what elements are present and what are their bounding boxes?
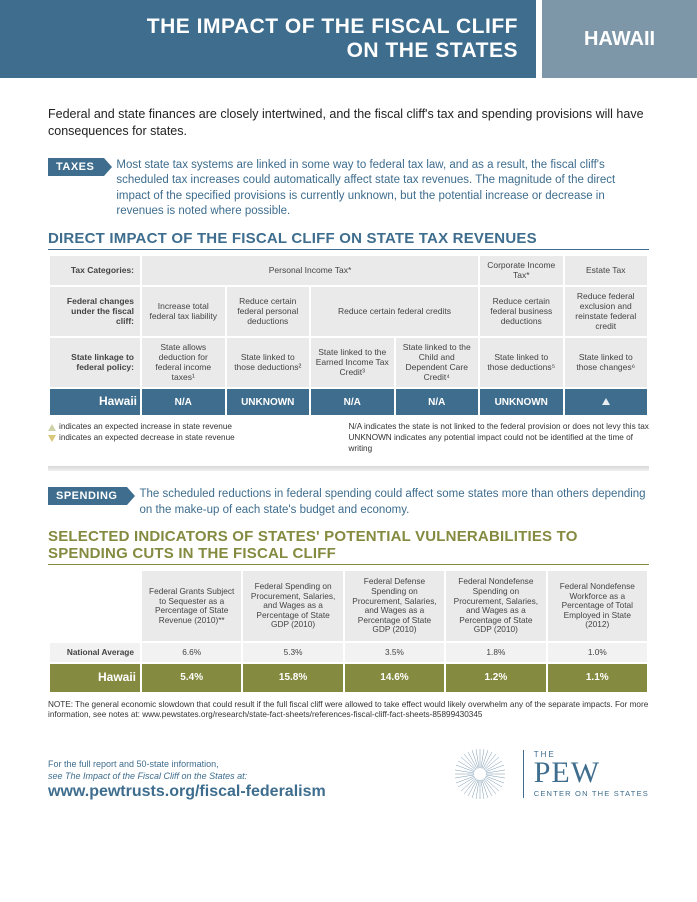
h-1: Federal Spending on Procurement, Salarie… [243, 571, 342, 640]
nat-label: National Average [50, 643, 140, 663]
table-row: Federal changes under the fiscal cliff: … [50, 287, 647, 336]
h-4: Federal Nondefense Workforce as a Percen… [548, 571, 647, 640]
triangle-down-icon [48, 435, 56, 442]
legend-right: N/A indicates the state is not linked to… [349, 421, 650, 454]
fc-4: Reduce federal exclusion and reinstate f… [565, 287, 648, 336]
footer: For the full report and 50-state informa… [0, 747, 697, 801]
fc-0: Increase total federal tax liability [142, 287, 225, 336]
sl-1: State linked to those deductions² [227, 338, 310, 387]
table-row: Tax Categories: Personal Income Tax* Cor… [50, 256, 647, 286]
h-0: Federal Grants Subject to Sequester as a… [142, 571, 241, 640]
sl-5: State linked to those changes⁶ [565, 338, 648, 387]
taxes-row: TAXES Most state tax systems are linked … [48, 158, 649, 220]
taxes-text: Most state tax systems are linked in som… [116, 158, 649, 220]
title-line2: ON THE STATES [347, 39, 518, 63]
row-label: State linkage to federal policy: [50, 338, 140, 387]
footer-url: www.pewtrusts.org/fiscal-federalism [48, 783, 326, 801]
fc-2: Reduce certain federal credits [311, 287, 478, 336]
spending-text: The scheduled reductions in federal spen… [139, 487, 649, 518]
state-row: Hawaii N/A UNKNOWN N/A N/A UNKNOWN [50, 389, 647, 415]
logo-pew: PEW [523, 759, 649, 786]
state-label: Hawaii [50, 389, 140, 415]
n-0: 6.6% [142, 643, 241, 663]
val-0: N/A [142, 389, 225, 415]
sl-3: State linked to the Child and Dependent … [396, 338, 479, 387]
val-4: UNKNOWN [480, 389, 563, 415]
state-name: HAWAII [542, 0, 697, 78]
page-header: THE IMPACT OF THE FISCAL CLIFF ON THE ST… [0, 0, 697, 78]
val-1: UNKNOWN [227, 389, 310, 415]
content-area: Federal and state finances are closely i… [0, 78, 697, 721]
cat-personal: Personal Income Tax* [142, 256, 478, 286]
triangle-up-icon [602, 398, 610, 405]
blank-cell [50, 571, 140, 640]
fc-1: Reduce certain federal personal deductio… [227, 287, 310, 336]
cat-estate: Estate Tax [565, 256, 648, 286]
footer-right: THE PEW CENTER ON THE STATES [453, 747, 649, 801]
legend-down: indicates an expected decrease in state … [48, 432, 349, 443]
legend: indicates an expected increase in state … [48, 421, 649, 454]
h-2: Federal Defense Spending on Procurement,… [345, 571, 444, 640]
pew-logo: THE PEW CENTER ON THE STATES [523, 750, 649, 798]
val-5 [565, 389, 648, 415]
n-4: 1.0% [548, 643, 647, 663]
fc-3: Reduce certain federal business deductio… [480, 287, 563, 336]
state-row: Hawaii 5.4% 15.8% 14.6% 1.2% 1.1% [50, 664, 647, 692]
footer-line2: see The Impact of the Fiscal Cliff on th… [48, 771, 326, 783]
h-3: Federal Nondefense Spending on Procureme… [446, 571, 545, 640]
legend-left: indicates an expected increase in state … [48, 421, 349, 454]
footer-line1: For the full report and 50-state informa… [48, 759, 326, 771]
spending-tag: SPENDING [48, 487, 127, 505]
n-3: 1.8% [446, 643, 545, 663]
n-2: 3.5% [345, 643, 444, 663]
legend-up: indicates an expected increase in state … [48, 421, 349, 432]
s-4: 1.1% [548, 664, 647, 692]
sunburst-icon [453, 747, 507, 801]
val-3: N/A [396, 389, 479, 415]
divider [48, 466, 649, 471]
val-2: N/A [311, 389, 394, 415]
state-label2: Hawaii [50, 664, 140, 692]
header-title-block: THE IMPACT OF THE FISCAL CLIFF ON THE ST… [0, 0, 536, 78]
n-1: 5.3% [243, 643, 342, 663]
row-label: Tax Categories: [50, 256, 140, 286]
sl-2: State linked to the Earned Income Tax Cr… [311, 338, 394, 387]
s-2: 14.6% [345, 664, 444, 692]
s-0: 5.4% [142, 664, 241, 692]
national-row: National Average 6.6% 5.3% 3.5% 1.8% 1.0… [50, 643, 647, 663]
sl-4: State linked to those deductions⁵ [480, 338, 563, 387]
note-text: NOTE: The general economic slowdown that… [48, 700, 649, 721]
section2-title: SELECTED INDICATORS OF STATES' POTENTIAL… [48, 528, 649, 565]
spending-table: Federal Grants Subject to Sequester as a… [48, 571, 649, 692]
sl-0: State allows deduction for federal incom… [142, 338, 225, 387]
intro-text: Federal and state finances are closely i… [48, 106, 649, 140]
triangle-up-icon [48, 424, 56, 431]
s-3: 1.2% [446, 664, 545, 692]
row-label: Federal changes under the fiscal cliff: [50, 287, 140, 336]
title-line1: THE IMPACT OF THE FISCAL CLIFF [147, 15, 518, 39]
spending-row: SPENDING The scheduled reductions in fed… [48, 487, 649, 518]
tax-impact-table: Tax Categories: Personal Income Tax* Cor… [48, 256, 649, 415]
footer-left: For the full report and 50-state informa… [48, 759, 326, 800]
section1-title: DIRECT IMPACT OF THE FISCAL CLIFF ON STA… [48, 230, 649, 250]
cat-corporate: Corporate Income Tax* [480, 256, 563, 286]
legend-unknown: UNKNOWN indicates any potential impact c… [349, 432, 650, 454]
table-row: State linkage to federal policy: State a… [50, 338, 647, 387]
legend-na: N/A indicates the state is not linked to… [349, 421, 650, 432]
taxes-tag: TAXES [48, 158, 104, 176]
table-row: Federal Grants Subject to Sequester as a… [50, 571, 647, 640]
s-1: 15.8% [243, 664, 342, 692]
